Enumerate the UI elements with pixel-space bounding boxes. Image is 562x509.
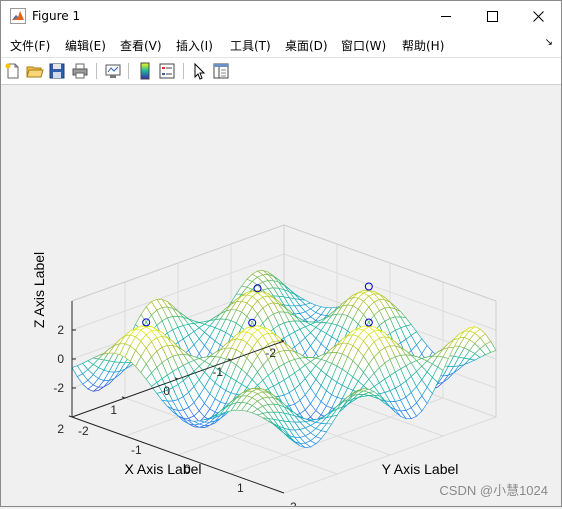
peak-marker [364,318,373,327]
title-bar[interactable]: Figure 1 [1,1,561,32]
x-tick-label: -2 [265,346,276,360]
link-plot-icon[interactable] [104,62,122,80]
maximize-icon [486,11,498,22]
watermark-text: CSDN @小慧1024 [439,483,548,498]
save-icon[interactable] [48,62,66,80]
pointer-icon[interactable] [190,62,208,80]
figure-toolbar [1,58,561,85]
print-icon[interactable] [71,62,89,80]
mesh-cell [278,427,290,438]
box-edge [283,224,497,302]
legend-icon[interactable] [158,62,176,80]
menu-bar: 文件(F) 编辑(E) 查看(V) 插入(I) 工具(T) 桌面(D) 窗口(W… [1,32,561,58]
matlab-app-icon [10,8,26,24]
menu-view[interactable]: 查看(V) [120,39,162,53]
window-title: Figure 1 [32,9,81,23]
new-figure-icon[interactable] [4,62,22,80]
grid-line [71,253,285,331]
surface-plot-axes[interactable]: -2 -1 0 1 2 -2 -1 0 1 2 -2 0 2 X Axis Label Y Axis L… [1,85,561,509]
menu-desktop[interactable]: 桌面(D) [285,39,328,53]
x-tick-label: 1 [110,403,117,417]
z-axis-label: Z Axis Label [31,252,47,328]
x-tick-label: -1 [212,365,223,379]
close-icon [532,11,544,22]
menu-tools[interactable]: 工具(T) [230,39,271,53]
y-tick-label: -2 [78,424,89,438]
peak-marker [253,284,262,293]
figure-canvas[interactable]: -2 -1 0 1 2 -2 -1 0 1 2 -2 0 2 X Axis Label Y Axis L… [1,85,561,509]
y-tick-label: -1 [131,443,142,457]
mesh-surface [71,270,497,448]
menu-file[interactable]: 文件(F) [10,39,51,53]
menu-help[interactable]: 帮助(H) [402,39,445,53]
peak-marker [248,318,257,327]
y-tick-label: 0 [184,462,191,476]
open-file-icon[interactable] [26,62,44,80]
close-button[interactable] [515,1,561,32]
z-tick-label: 0 [57,352,64,366]
x-tick [68,415,73,418]
z-tick-label: 2 [57,323,64,337]
x-axis-line [71,416,285,494]
menu-edit[interactable]: 编辑(E) [65,39,106,53]
menu-insert[interactable]: 插入(I) [176,39,213,53]
y-axis-label: Y Axis Label [382,461,459,477]
x-axis-label: X Axis Label [124,461,201,477]
maximize-button[interactable] [469,1,515,32]
peak-marker [142,318,151,327]
x-tick-label: 2 [57,422,64,436]
property-inspector-icon[interactable] [212,62,230,80]
minimize-icon [441,16,451,17]
y-tick-label: 1 [237,481,244,495]
box-edge [71,224,285,302]
x-tick-label: 0 [163,384,170,398]
peak-marker [364,282,373,291]
grid-line [283,416,497,494]
y-axis-line [71,340,285,418]
menu-window[interactable]: 窗口(W) [341,39,387,53]
z-tick-label: -2 [53,381,64,395]
y-tick-label: 2 [290,500,297,506]
colorbar-icon[interactable] [136,62,154,80]
marker-points [142,282,373,327]
axes-ticks: -2 -1 0 1 2 -2 -1 0 1 2 -2 0 2 [53,301,297,509]
dock-arrow-icon[interactable]: ↘ [544,37,553,48]
grid-line [283,253,497,331]
minimize-button[interactable] [423,1,469,32]
grid-line [124,397,338,475]
